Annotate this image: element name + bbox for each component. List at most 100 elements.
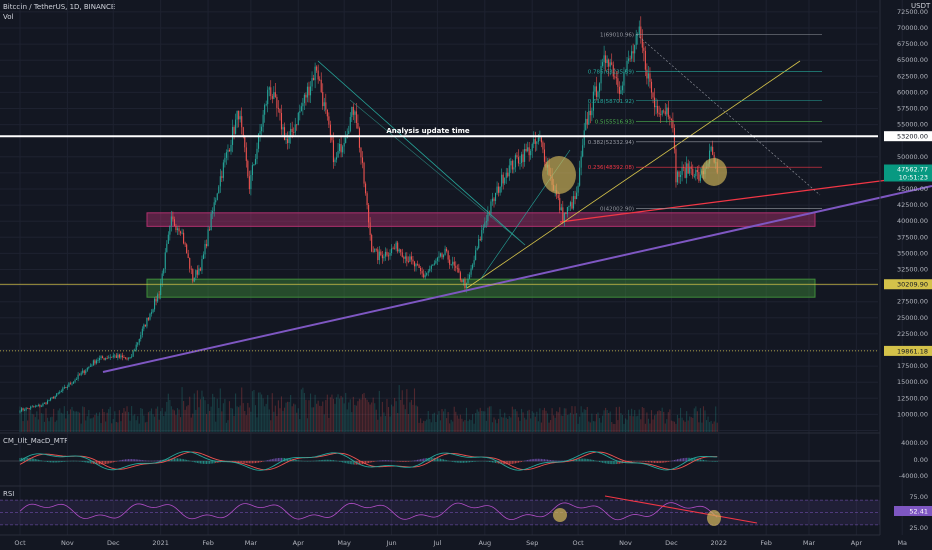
macd-hist-bar [141, 460, 143, 462]
candle-body [517, 157, 520, 164]
candle-body [68, 383, 70, 387]
candle-body [117, 354, 119, 358]
macd-hist-bar [121, 459, 123, 462]
macd-hist-bar [97, 461, 99, 465]
time-tick-label: Apr [851, 539, 863, 547]
candle-body [239, 116, 241, 120]
volume-bar [470, 420, 472, 432]
macd-hist-bar [599, 461, 601, 462]
time-tick-label: Dec [665, 539, 678, 547]
macd-hist-bar [456, 461, 458, 463]
volume-bar [257, 392, 260, 432]
macd-hist-bar [62, 461, 64, 462]
candle-body [300, 106, 302, 112]
macd-hist-bar [525, 460, 527, 462]
macd-hist-bar [513, 461, 515, 464]
macd-hist-bar [183, 459, 185, 462]
macd-hist-bar [251, 461, 253, 464]
macd-hist-bar [274, 458, 276, 462]
volume-bar [366, 399, 368, 432]
volume-bar [496, 423, 498, 432]
candle-body [586, 118, 588, 125]
macd-hist-bar [539, 458, 541, 462]
candle-body [386, 251, 388, 256]
time-tick-label: Mar [245, 539, 258, 547]
volume-bar [626, 419, 628, 432]
macd-hist-bar [273, 458, 275, 462]
macd-hist-bar [80, 461, 82, 462]
volume-bar [262, 398, 264, 432]
volume-bar [254, 405, 257, 432]
symbol-title[interactable]: Bitcoin / TetherUS, 1D, BINANCE [3, 3, 116, 11]
volume-bar [280, 396, 283, 432]
volume-bar [592, 421, 594, 432]
volume-bar [334, 403, 336, 432]
candle-body [267, 89, 269, 105]
time-tick-label: May [337, 539, 351, 547]
candle-body [635, 34, 637, 46]
candle-body [51, 397, 53, 398]
volume-bar [372, 397, 374, 432]
volume-bar [690, 417, 692, 432]
rsi-title[interactable]: RSI [3, 490, 15, 498]
candle-body [675, 149, 677, 183]
volume-bar [488, 406, 490, 432]
macd-hist-bar [118, 460, 120, 462]
volume-bar [554, 417, 556, 432]
volume-bar [218, 408, 220, 432]
volume-bar [196, 390, 198, 432]
macd-hist-bar [663, 461, 665, 463]
volume-bar [325, 400, 327, 432]
candle-body [92, 360, 94, 366]
candle-body [160, 283, 162, 296]
rsi-value-label: 52.41 [909, 508, 928, 516]
volume-bar [635, 416, 637, 432]
macd-hist-bar [233, 461, 235, 462]
macd-hist-bar [187, 460, 189, 462]
candle-body [48, 400, 50, 402]
candle-body [33, 406, 35, 408]
zone-resistance [146, 212, 816, 227]
candle-body [505, 172, 507, 178]
candle-body [427, 271, 429, 273]
candle-body [387, 255, 390, 257]
macd-hist-bar [34, 458, 36, 462]
candle-body [97, 360, 99, 361]
volume-bar [250, 411, 252, 432]
macd-hist-bar [574, 459, 576, 462]
candle-body [320, 79, 322, 93]
volume-bar [383, 412, 385, 432]
macd-hist-bar [53, 461, 55, 463]
volume-bar [401, 390, 403, 432]
volume-bar [577, 423, 579, 432]
volume-bar [446, 418, 448, 432]
macd-hist-bar [265, 460, 267, 462]
macd-hist-bar [155, 460, 157, 462]
macd-hist-bar [418, 459, 420, 462]
volume-bar [643, 408, 645, 432]
macd-hist-bar [713, 461, 715, 462]
candle-body [158, 294, 160, 296]
candle-body [543, 149, 546, 162]
macd-hist-bar [660, 461, 662, 463]
candle-body [335, 157, 338, 160]
macd-title[interactable]: CM_Ult_MacD_MTF [3, 437, 69, 445]
macd-hist-bar [537, 458, 539, 462]
candle-body [123, 357, 125, 358]
candle-body [95, 360, 98, 364]
candle-body [380, 251, 382, 256]
candle-body [303, 94, 305, 104]
volume-bar [409, 402, 411, 432]
volume-bar [634, 410, 636, 432]
macd-hist-bar [374, 461, 376, 462]
candle-body [352, 106, 354, 115]
candle-body [305, 94, 307, 98]
rsi-line [19, 502, 718, 521]
volume-bar [277, 400, 279, 432]
volume-bar [424, 421, 426, 432]
candle-body [537, 137, 539, 142]
macd-hist-bar [387, 460, 389, 462]
macd-hist-bar [339, 461, 341, 462]
candle-body [238, 110, 240, 120]
